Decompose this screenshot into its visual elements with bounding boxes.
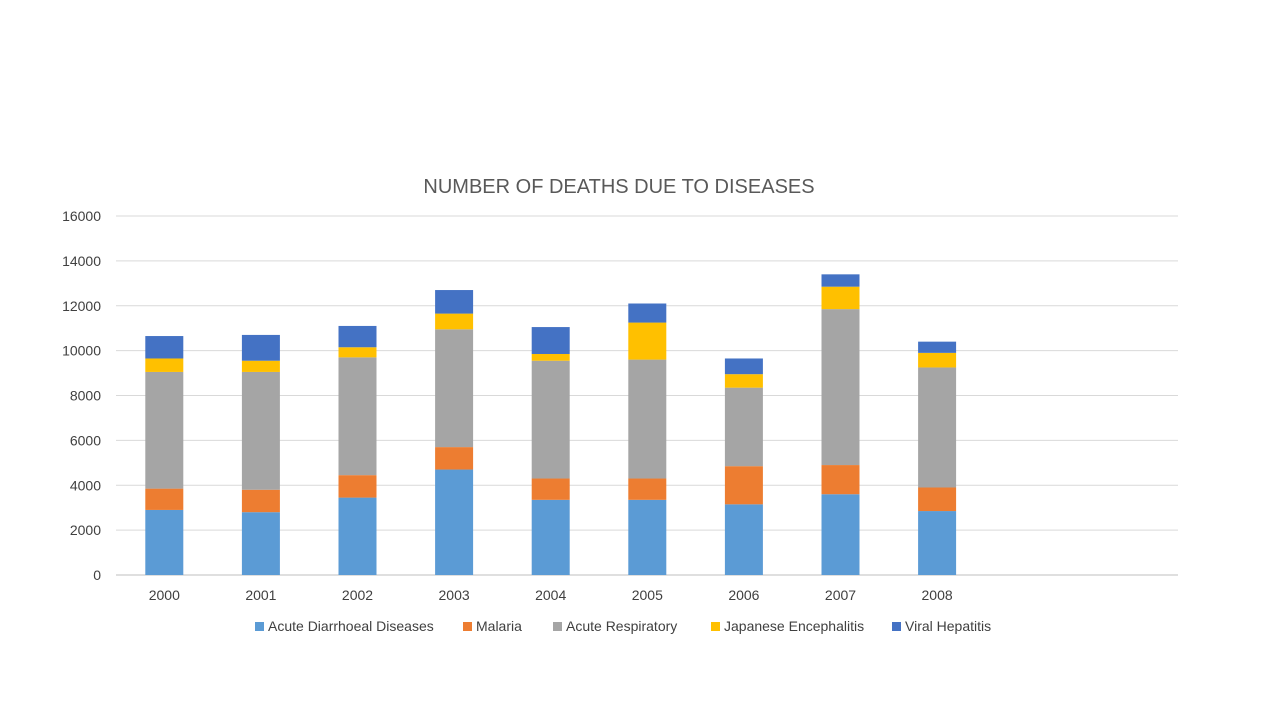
bar-japanese-encephalitis-2006 [724, 374, 763, 388]
bar-acute-diarrhoeal-diseases-2003 [435, 469, 474, 575]
bar-acute-respiratory-2001 [241, 371, 280, 490]
bar-acute-respiratory-2003 [435, 329, 474, 448]
chart-title: NUMBER OF DEATHS DUE TO DISEASES [423, 176, 814, 198]
bar-acute-respiratory-2005 [628, 359, 667, 479]
legend-swatch [255, 622, 264, 631]
bar-acute-respiratory-2004 [531, 360, 570, 479]
bar-viral-hepatitis-2008 [918, 341, 957, 353]
bar-malaria-2001 [241, 489, 280, 513]
x-tick-label: 2000 [149, 587, 180, 603]
bar-japanese-encephalitis-2007 [821, 286, 860, 310]
y-tick-label: 4000 [70, 477, 101, 493]
legend-label: Acute Respiratory [566, 618, 677, 634]
bar-acute-diarrhoeal-diseases-2000 [145, 509, 184, 575]
bar-acute-respiratory-2002 [338, 357, 377, 476]
x-tick-label: 2001 [245, 587, 276, 603]
y-axis: 0 2000 4000 6000 8000 10000 12000 14000 16000 [62, 208, 101, 583]
bar-acute-diarrhoeal-diseases-2008 [918, 511, 957, 575]
bar-acute-diarrhoeal-diseases-2001 [241, 512, 280, 575]
y-tick-label: 6000 [70, 432, 101, 448]
bar-acute-respiratory-2006 [724, 387, 763, 467]
legend-swatch [892, 622, 901, 631]
y-tick-label: 2000 [70, 522, 101, 538]
bar-japanese-encephalitis-2004 [531, 353, 570, 361]
y-tick-label: 8000 [70, 388, 101, 404]
x-tick-label: 2004 [535, 587, 566, 603]
legend-label: Acute Diarrhoeal Diseases [268, 618, 434, 634]
bar-viral-hepatitis-2003 [435, 290, 474, 314]
bar-viral-hepatitis-2000 [145, 336, 184, 359]
bar-japanese-encephalitis-2008 [918, 352, 957, 368]
y-tick-label: 0 [93, 567, 101, 583]
bar-acute-diarrhoeal-diseases-2006 [724, 504, 763, 575]
bar-japanese-encephalitis-2005 [628, 322, 667, 360]
bar-viral-hepatitis-2004 [531, 327, 570, 354]
y-tick-label: 12000 [62, 298, 101, 314]
bar-acute-diarrhoeal-diseases-2005 [628, 499, 667, 575]
bar-acute-respiratory-2007 [821, 309, 860, 466]
bar-japanese-encephalitis-2001 [241, 360, 280, 372]
x-tick-label: 2006 [728, 587, 759, 603]
bar-viral-hepatitis-2007 [821, 274, 860, 287]
legend-label: Viral Hepatitis [905, 618, 991, 634]
bar-japanese-encephalitis-2002 [338, 347, 377, 358]
bar-viral-hepatitis-2006 [724, 358, 763, 375]
x-tick-label: 2005 [632, 587, 663, 603]
legend-swatch [711, 622, 720, 631]
bar-viral-hepatitis-2005 [628, 303, 667, 323]
bar-acute-respiratory-2000 [145, 371, 184, 489]
bar-malaria-2008 [918, 487, 957, 512]
x-axis: 2000 2001 2002 2003 2004 2005 2006 2007 2008 [149, 587, 953, 603]
bar-japanese-encephalitis-2000 [145, 358, 184, 372]
x-tick-label: 2003 [439, 587, 470, 603]
legend-swatch [553, 622, 562, 631]
bar-viral-hepatitis-2002 [338, 325, 377, 348]
x-tick-label: 2008 [922, 587, 953, 603]
bar-acute-diarrhoeal-diseases-2004 [531, 499, 570, 575]
legend-label: Japanese Encephalitis [724, 618, 864, 634]
bar-malaria-2003 [435, 447, 474, 470]
bar-malaria-2005 [628, 478, 667, 500]
bar-malaria-2000 [145, 488, 184, 510]
legend: Acute Diarrhoeal Diseases Malaria Acute Re… [255, 618, 991, 634]
bar-acute-diarrhoeal-diseases-2007 [821, 494, 860, 575]
bar-japanese-encephalitis-2003 [435, 313, 474, 330]
bar-malaria-2007 [821, 465, 860, 495]
bars [145, 274, 957, 575]
bar-viral-hepatitis-2001 [241, 334, 280, 361]
bar-malaria-2006 [724, 466, 763, 505]
y-tick-label: 10000 [62, 343, 101, 359]
bar-malaria-2002 [338, 475, 377, 498]
x-tick-label: 2002 [342, 587, 373, 603]
legend-swatch [463, 622, 472, 631]
legend-label: Malaria [476, 618, 522, 634]
y-tick-label: 14000 [62, 253, 101, 269]
bar-acute-diarrhoeal-diseases-2002 [338, 497, 377, 575]
y-tick-label: 16000 [62, 208, 101, 224]
bar-acute-respiratory-2008 [918, 367, 957, 488]
bar-malaria-2004 [531, 478, 570, 500]
x-tick-label: 2007 [825, 587, 856, 603]
